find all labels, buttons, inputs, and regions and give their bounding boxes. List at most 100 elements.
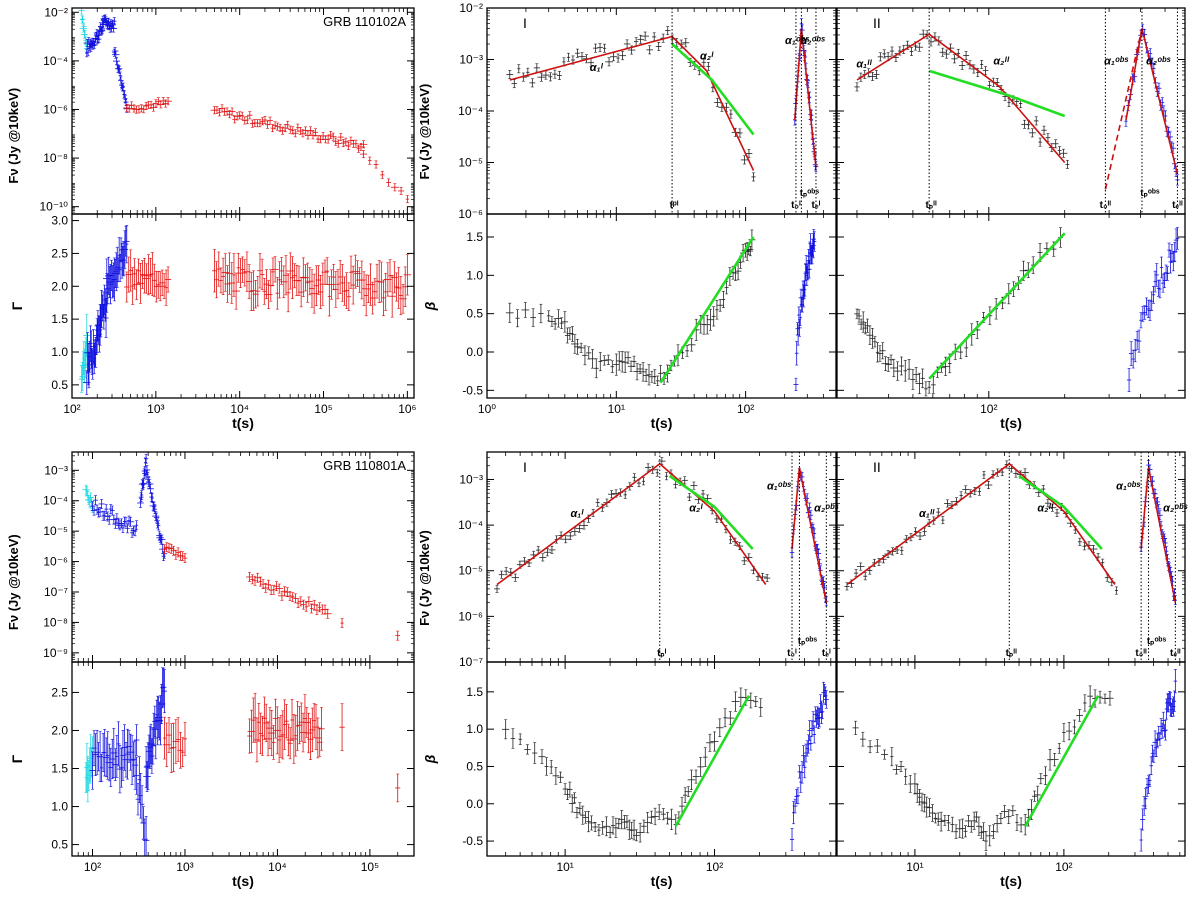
data-point — [582, 811, 589, 824]
data-point — [156, 271, 161, 299]
data-point — [271, 256, 279, 283]
data-point — [1062, 723, 1066, 742]
data-point — [697, 756, 704, 777]
data-point — [852, 720, 859, 735]
slope-label: α₂ᴵ — [689, 502, 703, 514]
data-point — [284, 704, 289, 739]
data-point — [898, 356, 905, 376]
data-point — [624, 351, 632, 364]
obs-time-label: tₚᵒᵇˢ — [800, 188, 820, 199]
data-point — [920, 368, 925, 388]
y-axis-label: Γ — [9, 301, 25, 310]
data-point — [359, 140, 368, 149]
data-point — [247, 111, 253, 120]
slope-label: α₁ᴵ — [590, 62, 604, 74]
y-tick-label: 10⁻² — [459, 1, 483, 15]
data-point — [1076, 709, 1083, 722]
model-curve — [1125, 28, 1179, 175]
x-axis-label: t(s) — [232, 415, 254, 431]
data-point — [944, 499, 951, 508]
data-point — [758, 698, 763, 717]
data-point — [557, 71, 562, 80]
data-point — [327, 276, 331, 317]
panel-frame — [71, 661, 415, 857]
y-tick-label: 0.5 — [466, 759, 483, 773]
data-point — [342, 137, 349, 146]
data-point — [854, 82, 860, 92]
data-point — [521, 302, 530, 318]
data-point — [552, 767, 560, 785]
data-point — [150, 727, 156, 765]
data-point — [820, 704, 825, 720]
y-tick-label: 3.0 — [51, 214, 68, 228]
data-point — [254, 717, 260, 763]
data-point — [1043, 766, 1048, 785]
data-point — [704, 315, 711, 335]
data-point — [219, 267, 223, 294]
overview-index-panel: 10² 10³ 10⁴ 10⁵ 0.5 1.0 1.5 2.0 2.5 Γt(s) — [9, 661, 415, 889]
data-point — [574, 338, 581, 355]
data-point — [524, 744, 531, 755]
x-tick-label: 10⁴ — [230, 402, 249, 416]
data-point — [664, 472, 669, 481]
data-point — [130, 267, 135, 305]
x-tick-label: 10¹ — [906, 860, 923, 874]
data-point — [386, 178, 391, 187]
data-point — [797, 319, 802, 337]
data-point — [240, 111, 245, 120]
data-point — [1031, 790, 1038, 802]
slope-label: α₁ᵒᵇˢ — [1116, 481, 1141, 493]
data-point — [1168, 250, 1173, 274]
panel-frame — [486, 213, 837, 399]
data-point — [716, 298, 724, 312]
x-tick-label: 10⁵ — [361, 860, 379, 874]
data-point — [332, 137, 339, 146]
decay-fit-curve — [671, 43, 755, 136]
data-point — [903, 360, 908, 382]
data-point — [1052, 139, 1059, 149]
data-point — [88, 497, 95, 508]
x-tick-label: 10² — [980, 402, 997, 416]
panel-frame — [836, 7, 1186, 215]
data-point — [897, 761, 905, 773]
data-point — [318, 602, 322, 613]
data-point — [980, 60, 984, 69]
data-point — [361, 271, 367, 307]
data-point — [1128, 341, 1134, 366]
data-point — [329, 132, 337, 141]
data-point — [575, 524, 584, 533]
data-point — [532, 742, 538, 764]
data-point — [1156, 503, 1162, 514]
y-axis-label: Fν (Jy @10keV) — [417, 84, 432, 180]
data-point — [505, 302, 514, 323]
data-point — [1163, 110, 1168, 122]
data-point — [686, 493, 692, 502]
data-point — [573, 807, 581, 819]
data-point — [1155, 733, 1160, 747]
data-point — [613, 353, 620, 376]
y-tick-label: 1.5 — [466, 230, 483, 244]
data-point — [180, 737, 185, 768]
grb-name: GRB 110102A — [323, 14, 406, 29]
overview-index-panel: 10² 10³ 10⁴ 10⁵ 10⁶ 0.5 1.0 1.5 2.0 2.5 3.0 Γt(s) — [9, 213, 417, 431]
data-point — [326, 135, 331, 144]
data-point — [144, 742, 152, 790]
data-point — [162, 273, 167, 299]
data-point — [135, 520, 139, 531]
data-point — [984, 481, 993, 489]
beta-fit-line — [674, 694, 751, 827]
data-point — [644, 812, 651, 834]
data-point — [930, 375, 936, 394]
data-point — [664, 812, 671, 825]
y-tick-label: 10⁻⁶ — [43, 555, 68, 569]
panel-frame — [71, 451, 415, 663]
data-point — [296, 598, 300, 608]
data-point — [646, 45, 654, 55]
x-axis-label: t(s) — [651, 873, 673, 889]
data-point — [636, 363, 644, 375]
data-point — [882, 49, 887, 59]
data-point — [102, 510, 107, 521]
data-point — [128, 249, 133, 292]
data-point — [1167, 242, 1171, 258]
